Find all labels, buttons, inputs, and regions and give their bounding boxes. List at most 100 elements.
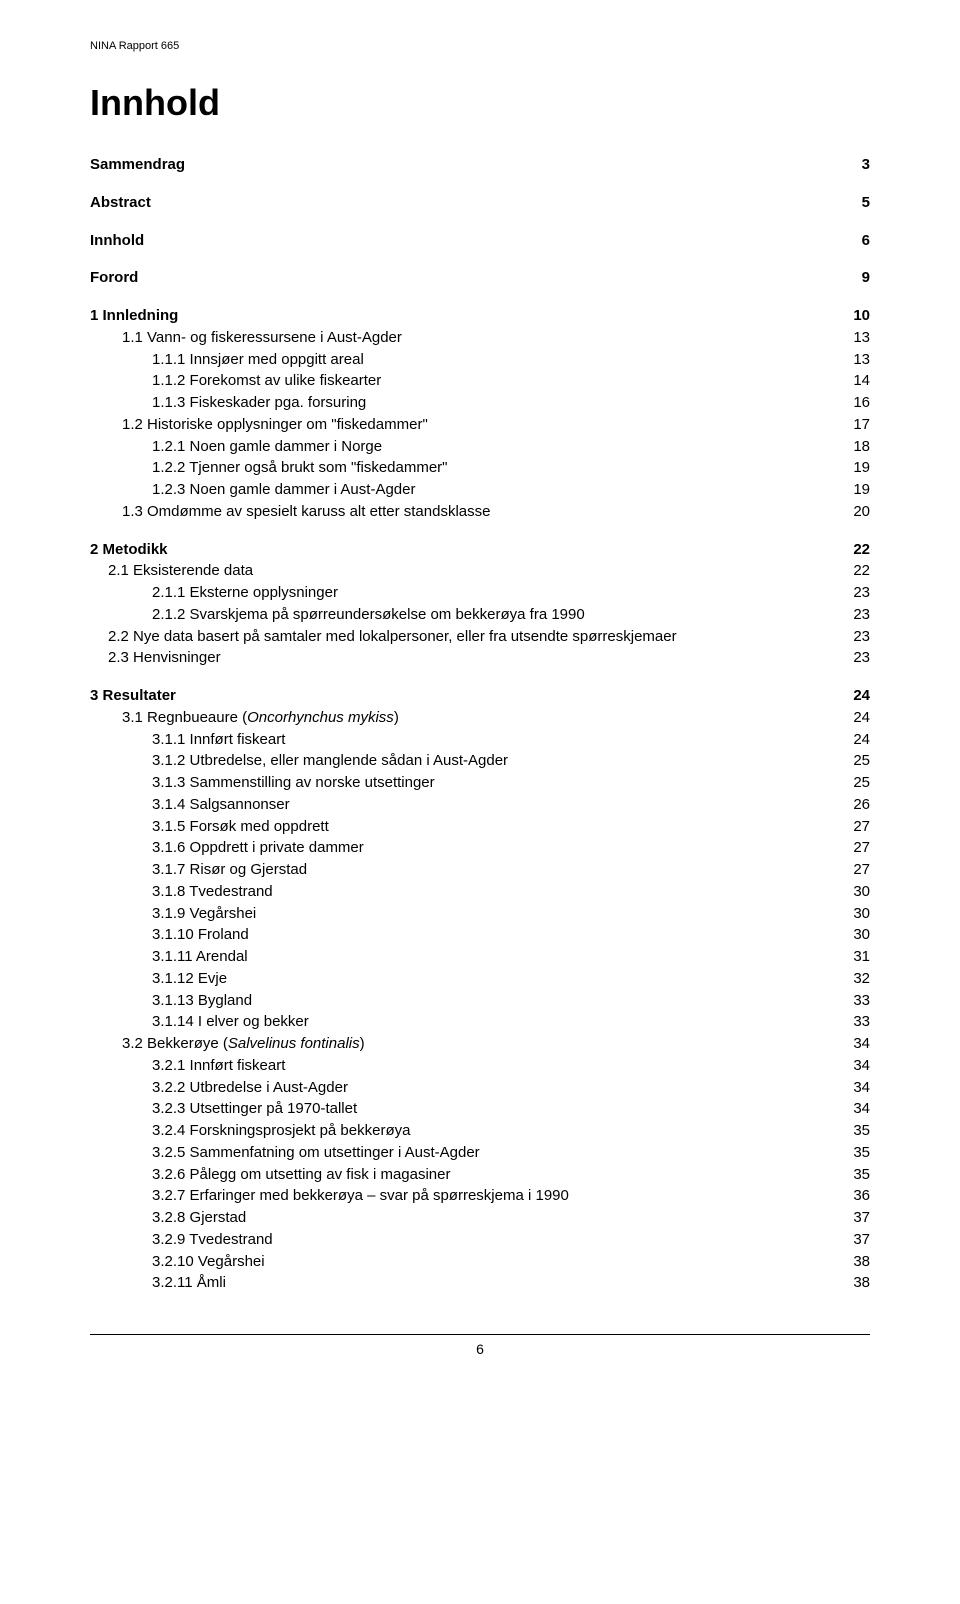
toc-label: 1.3 Omdømme av spesielt karuss alt etter… bbox=[122, 501, 490, 523]
toc-page: 37 bbox=[853, 1229, 870, 1251]
toc-entry: 1.2.2 Tjenner også brukt som "fiskedamme… bbox=[90, 457, 870, 479]
toc-italic: Oncorhynchus mykiss bbox=[247, 709, 394, 726]
toc-page: 5 bbox=[862, 192, 870, 214]
toc-label: 3.2.11 Åmli bbox=[152, 1272, 226, 1294]
toc-label: 3.1.13 Bygland bbox=[152, 990, 252, 1012]
toc-label: 2.1.2 Svarskjema på spørreundersøkelse o… bbox=[152, 604, 585, 626]
toc-page: 34 bbox=[853, 1055, 870, 1077]
toc-label: 2.1.1 Eksterne opplysninger bbox=[152, 582, 338, 604]
toc-page: 13 bbox=[853, 327, 870, 349]
toc-label: 3.2.4 Forskningsprosjekt på bekkerøya bbox=[152, 1120, 410, 1142]
toc-page: 23 bbox=[853, 582, 870, 604]
section-gap bbox=[90, 289, 870, 305]
toc-entry: 1 Innledning10 bbox=[90, 305, 870, 327]
toc-entry: 3.2.7 Erfaringer med bekkerøya – svar på… bbox=[90, 1185, 870, 1207]
section-gap bbox=[90, 523, 870, 539]
toc-label: 2 Metodikk bbox=[90, 539, 168, 561]
toc-page: 25 bbox=[853, 772, 870, 794]
toc-label: 3.1.10 Froland bbox=[152, 924, 249, 946]
section-gap bbox=[90, 176, 870, 192]
toc-label: 3.2.2 Utbredelse i Aust-Agder bbox=[152, 1077, 348, 1099]
table-of-contents: Sammendrag3Abstract5Innhold6Forord91 Inn… bbox=[90, 154, 870, 1294]
toc-entry: 3.2 Bekkerøye (Salvelinus fontinalis) 34 bbox=[90, 1033, 870, 1055]
toc-entry: 3.1.8 Tvedestrand30 bbox=[90, 881, 870, 903]
toc-entry: 3.1.12 Evje32 bbox=[90, 968, 870, 990]
toc-label: 1.1.1 Innsjøer med oppgitt areal bbox=[152, 349, 364, 371]
toc-label: 3.2.5 Sammenfatning om utsettinger i Aus… bbox=[152, 1142, 480, 1164]
toc-label: 2.3 Henvisninger bbox=[108, 647, 221, 669]
toc-page: 14 bbox=[853, 370, 870, 392]
toc-page: 38 bbox=[853, 1272, 870, 1294]
toc-label: 2.1 Eksisterende data bbox=[108, 560, 253, 582]
toc-label: 3.2.10 Vegårshei bbox=[152, 1251, 265, 1273]
toc-page: 24 bbox=[853, 729, 870, 751]
running-header: NINA Rapport 665 bbox=[90, 40, 870, 52]
toc-italic: Salvelinus fontinalis bbox=[228, 1035, 360, 1052]
toc-page: 19 bbox=[853, 479, 870, 501]
toc-page: 33 bbox=[853, 990, 870, 1012]
toc-page: 22 bbox=[853, 539, 870, 561]
toc-label: 3.1.11 Arendal bbox=[152, 946, 248, 968]
toc-page: 34 bbox=[853, 1098, 870, 1120]
toc-entry: 1.2.1 Noen gamle dammer i Norge18 bbox=[90, 436, 870, 458]
toc-entry: 3.1.1 Innført fiskeart24 bbox=[90, 729, 870, 751]
toc-page: 35 bbox=[853, 1164, 870, 1186]
toc-page: 27 bbox=[853, 837, 870, 859]
toc-page: 23 bbox=[853, 604, 870, 626]
toc-label: Forord bbox=[90, 267, 138, 289]
toc-entry: 2.1.2 Svarskjema på spørreundersøkelse o… bbox=[90, 604, 870, 626]
toc-page: 34 bbox=[853, 1033, 870, 1055]
toc-entry: 3 Resultater 24 bbox=[90, 685, 870, 707]
toc-entry: 3.1.2 Utbredelse, eller manglende sådan … bbox=[90, 750, 870, 772]
toc-page: 35 bbox=[853, 1142, 870, 1164]
toc-entry: 1.3 Omdømme av spesielt karuss alt etter… bbox=[90, 501, 870, 523]
toc-label: 3.1.7 Risør og Gjerstad bbox=[152, 859, 307, 881]
toc-entry: 3.1.4 Salgsannonser26 bbox=[90, 794, 870, 816]
toc-entry: 3.1 Regnbueaure (Oncorhynchus mykiss)24 bbox=[90, 707, 870, 729]
section-gap bbox=[90, 251, 870, 267]
toc-label: 3.1.8 Tvedestrand bbox=[152, 881, 273, 903]
toc-page: 36 bbox=[853, 1185, 870, 1207]
toc-page: 20 bbox=[853, 501, 870, 523]
toc-label: 3.2.6 Pålegg om utsetting av fisk i maga… bbox=[152, 1164, 451, 1186]
toc-entry: Forord9 bbox=[90, 267, 870, 289]
toc-label: Innhold bbox=[90, 230, 144, 252]
toc-label: 3 Resultater bbox=[90, 685, 176, 707]
toc-page: 25 bbox=[853, 750, 870, 772]
toc-page: 19 bbox=[853, 457, 870, 479]
toc-entry: 1.1.3 Fiskeskader pga. forsuring16 bbox=[90, 392, 870, 414]
toc-entry: 3.1.6 Oppdrett i private dammer27 bbox=[90, 837, 870, 859]
toc-entry: 3.1.13 Bygland 33 bbox=[90, 990, 870, 1012]
toc-page: 24 bbox=[853, 685, 870, 707]
toc-label: 3.2.8 Gjerstad bbox=[152, 1207, 246, 1229]
toc-label: 1.2.2 Tjenner også brukt som "fiskedamme… bbox=[152, 457, 448, 479]
toc-page: 34 bbox=[853, 1077, 870, 1099]
toc-label: 3.1.2 Utbredelse, eller manglende sådan … bbox=[152, 750, 508, 772]
toc-entry: 3.1.7 Risør og Gjerstad27 bbox=[90, 859, 870, 881]
toc-entry: 3.1.10 Froland30 bbox=[90, 924, 870, 946]
toc-page: 6 bbox=[862, 230, 870, 252]
toc-entry: 1.2 Historiske opplysninger om "fiskedam… bbox=[90, 414, 870, 436]
toc-entry: 3.1.14 I elver og bekker33 bbox=[90, 1011, 870, 1033]
toc-label: 3.1.5 Forsøk med oppdrett bbox=[152, 816, 329, 838]
toc-label: 1.2.1 Noen gamle dammer i Norge bbox=[152, 436, 382, 458]
toc-page: 16 bbox=[853, 392, 870, 414]
toc-entry: 3.2.10 Vegårshei38 bbox=[90, 1251, 870, 1273]
footer-rule bbox=[90, 1334, 870, 1335]
toc-entry: Sammendrag3 bbox=[90, 154, 870, 176]
toc-page: 32 bbox=[853, 968, 870, 990]
toc-label: 3.1.4 Salgsannonser bbox=[152, 794, 290, 816]
toc-page: 13 bbox=[853, 349, 870, 371]
toc-page: 33 bbox=[853, 1011, 870, 1033]
toc-label: 1.2 Historiske opplysninger om "fiskedam… bbox=[122, 414, 428, 436]
toc-label: 1 Innledning bbox=[90, 305, 178, 327]
toc-entry: 3.2.9 Tvedestrand 37 bbox=[90, 1229, 870, 1251]
toc-page: 31 bbox=[853, 946, 870, 968]
toc-label: 3.1.3 Sammenstilling av norske utsetting… bbox=[152, 772, 435, 794]
toc-label: 3.2.9 Tvedestrand bbox=[152, 1229, 273, 1251]
toc-label: 3.2 Bekkerøye (Salvelinus fontinalis) bbox=[122, 1033, 365, 1055]
toc-entry: Innhold 6 bbox=[90, 230, 870, 252]
section-gap bbox=[90, 214, 870, 230]
toc-page: 23 bbox=[853, 647, 870, 669]
toc-entry: 2.3 Henvisninger 23 bbox=[90, 647, 870, 669]
